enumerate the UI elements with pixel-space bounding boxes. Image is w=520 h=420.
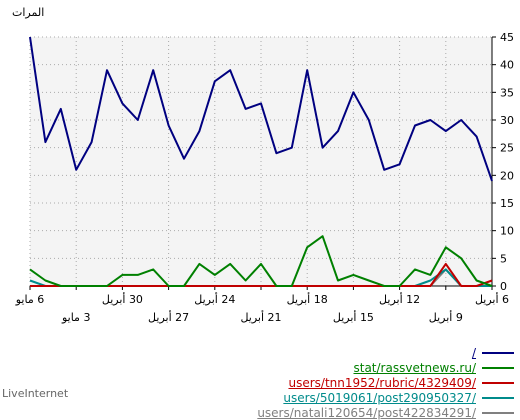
y-tick-label: 40 xyxy=(500,59,514,72)
legend-label[interactable]: users/tnn1952/rubric/4329409/ xyxy=(288,375,476,390)
y-tick-label: 10 xyxy=(500,225,514,238)
legend-label[interactable]: stat/rassvetnews.ru/ xyxy=(353,360,477,375)
y-tick-label: 5 xyxy=(500,252,507,265)
legend-label[interactable]: users/natali120654/post422834291/ xyxy=(257,405,476,420)
x-tick-label-lower: 3 مايو xyxy=(61,311,90,324)
legend-entry[interactable]: stat/rassvetnews.ru/ xyxy=(353,360,514,375)
y-tick-label: 25 xyxy=(500,142,514,155)
y-tick-label: 35 xyxy=(500,86,514,99)
y-tick-label: 15 xyxy=(500,197,514,210)
legend-label[interactable]: users/5019061/post290950327/ xyxy=(283,390,476,405)
y-tick-label: 45 xyxy=(500,31,514,44)
x-tick-label-lower: 9 أبريل xyxy=(429,310,463,324)
legend-label[interactable]: / xyxy=(471,345,476,360)
x-axis: 6 مايو 30 أبريل 24 أبريل 18 أبريل 12 أبريل 6 … xyxy=(15,285,509,324)
x-tick-label-upper: 12 أبريل xyxy=(379,292,420,306)
x-tick-label-upper: 30 أبريل xyxy=(102,292,143,306)
x-tick-label-lower: 21 أبريل xyxy=(240,310,281,324)
y-tick-label: 30 xyxy=(500,114,514,127)
legend-entry[interactable]: users/tnn1952/rubric/4329409/ xyxy=(288,375,514,390)
legend-swatch xyxy=(482,411,514,414)
series-line-0 xyxy=(29,36,493,182)
legend-entry[interactable]: / xyxy=(472,345,514,360)
x-tick-label-lower: 15 أبريل xyxy=(333,310,374,324)
x-tick-label-upper: 18 أبريل xyxy=(287,292,328,306)
x-tick-label-upper: 6 مايو xyxy=(15,293,44,306)
x-tick-label-upper: 6 أبريل xyxy=(475,292,509,306)
legend-swatch xyxy=(482,381,514,384)
legend-swatch xyxy=(482,366,514,369)
legend-entry[interactable]: users/natali120654/post422834291/ xyxy=(257,405,514,420)
x-tick-label-upper: 24 أبريل xyxy=(194,292,235,306)
series-line-1 xyxy=(29,235,493,287)
legend-entry[interactable]: users/5019061/post290950327/ xyxy=(283,390,514,405)
x-tick-label-lower: 27 أبريل xyxy=(148,310,189,324)
series-lines xyxy=(29,36,493,287)
y-axis: 0 5 10 15 20 25 30 35 40 45 xyxy=(491,31,514,293)
brand-label: LiveInternet xyxy=(2,387,69,400)
line-chart: 0 5 10 15 20 25 30 35 40 45 6 مايو 30 أبريل 24 أبري… xyxy=(15,31,514,324)
legend-swatch xyxy=(482,351,514,354)
y-tick-label: 0 xyxy=(500,280,507,293)
y-tick-label: 20 xyxy=(500,169,514,182)
y-axis-unit-label: المرات xyxy=(12,6,45,19)
legend-swatch xyxy=(482,396,514,399)
